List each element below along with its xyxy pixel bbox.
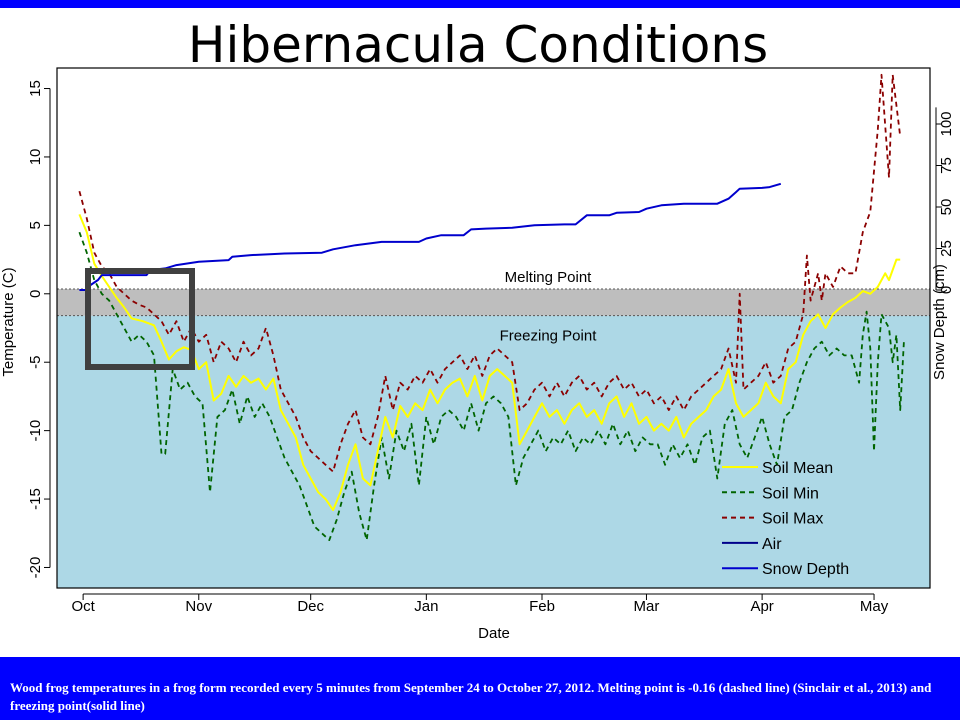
- transition-band: [57, 288, 930, 316]
- x-tick-label: Nov: [185, 598, 212, 615]
- legend-layer: Soil Mean Soil Min Soil Max Air Snow Depth: [722, 460, 849, 578]
- freezing-zone: [57, 315, 930, 588]
- temperature-chart: Melting Point Freezing Point Oct Nov Dec Jan…: [0, 67, 955, 642]
- y-axis-title: Temperature (C): [0, 267, 17, 376]
- slide-title: Hibernacula Conditions: [187, 16, 769, 74]
- x-tick-label: Jan: [414, 598, 438, 615]
- highlight-box: [85, 268, 195, 370]
- legend-label: Air: [762, 536, 782, 553]
- series-soil-mean: [78, 214, 901, 511]
- x-tick-label: Dec: [297, 598, 324, 615]
- y-tick-label: 0: [27, 290, 44, 298]
- x-tick-label: Oct: [71, 598, 95, 615]
- y2-tick-label: 100: [938, 111, 955, 136]
- slide-caption: Wood frog temperatures in a frog form re…: [0, 657, 960, 720]
- plot-background-layer: Melting Point Freezing Point: [57, 68, 930, 588]
- axes-layer: Oct Nov Dec Jan Feb Mar Apr May Date -20 -15 -10 -5 0…: [0, 67, 955, 642]
- y2-tick-label: 75: [938, 157, 955, 174]
- y2-tick-label: 50: [938, 199, 955, 216]
- y-tick-label: 15: [27, 80, 44, 97]
- x-tick-label: May: [860, 598, 889, 615]
- y-tick-label: -10: [27, 420, 44, 442]
- melting-point-label: Melting Point: [505, 269, 593, 286]
- x-tick-label: Feb: [529, 598, 555, 615]
- series-soil-min: [78, 231, 905, 541]
- x-tick-label: Apr: [750, 598, 773, 615]
- slide-top-bar: [0, 0, 960, 8]
- legend-label: Soil Min: [762, 485, 819, 502]
- y-tick-label: 10: [27, 149, 44, 166]
- freezing-point-label: Freezing Point: [500, 328, 598, 345]
- plot-frame: [56, 67, 931, 589]
- x-axis-title: Date: [478, 625, 510, 642]
- legend-label: Soil Max: [762, 511, 823, 528]
- y-tick-label: -15: [27, 488, 44, 510]
- y2-axis-title: Snow Depth (cm): [931, 264, 948, 380]
- y-tick-label: -5: [27, 356, 44, 369]
- x-tick-label: Mar: [634, 598, 660, 615]
- y2-tick-label: 25: [938, 240, 955, 257]
- series-soil-max: [78, 73, 902, 473]
- legend-label: Soil Mean: [762, 460, 833, 477]
- y2-tick-label: 0: [938, 286, 955, 294]
- y-tick-label: -20: [27, 557, 44, 579]
- legend-label: Snow Depth: [762, 561, 849, 578]
- y-tick-label: 5: [27, 221, 44, 229]
